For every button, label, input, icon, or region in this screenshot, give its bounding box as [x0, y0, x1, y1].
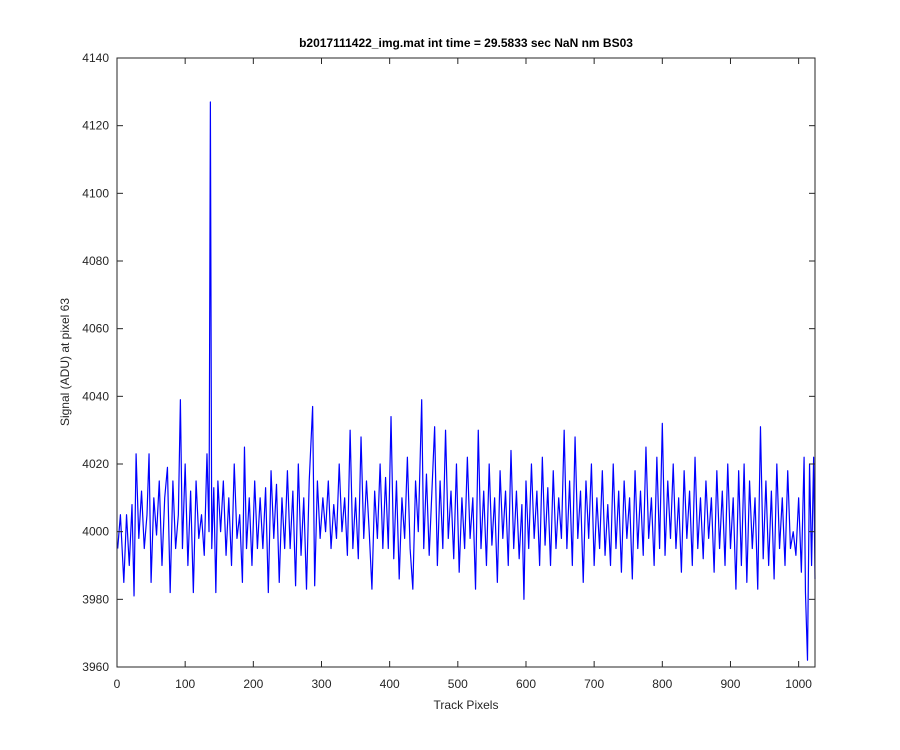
plot-marks	[117, 101, 816, 661]
y-tick-label: 4000	[82, 525, 109, 539]
axes-box	[116, 57, 816, 668]
x-tick-label: 1000	[785, 677, 812, 691]
x-tick-label: 100	[175, 677, 195, 691]
y-tick-label: 4040	[82, 389, 109, 403]
x-tick-label: 300	[311, 677, 331, 691]
y-tick-label: 4080	[82, 254, 109, 268]
y-tick-label: 4020	[82, 457, 109, 471]
x-tick-label: 400	[380, 677, 400, 691]
data-line	[117, 101, 816, 661]
y-tick-label: 4140	[82, 51, 109, 65]
y-tick-label: 3960	[82, 660, 109, 674]
chart-title: b2017111422_img.mat int time = 29.5833 s…	[299, 36, 633, 50]
x-axis-label: Track Pixels	[434, 698, 499, 712]
x-tick-label: 200	[243, 677, 263, 691]
y-tick-label: 4060	[82, 322, 109, 336]
x-tick-label: 700	[584, 677, 604, 691]
x-tick-label: 900	[720, 677, 740, 691]
y-axis-label: Signal (ADU) at pixel 63	[58, 298, 72, 426]
y-tick-label: 4100	[82, 186, 109, 200]
plot-area	[117, 58, 815, 667]
x-tick-label: 800	[652, 677, 672, 691]
y-tick-label: 4120	[82, 119, 109, 133]
x-tick-label: 500	[448, 677, 468, 691]
y-tick-label: 3980	[82, 592, 109, 606]
x-tick-label: 0	[114, 677, 121, 691]
x-tick-label: 600	[516, 677, 536, 691]
